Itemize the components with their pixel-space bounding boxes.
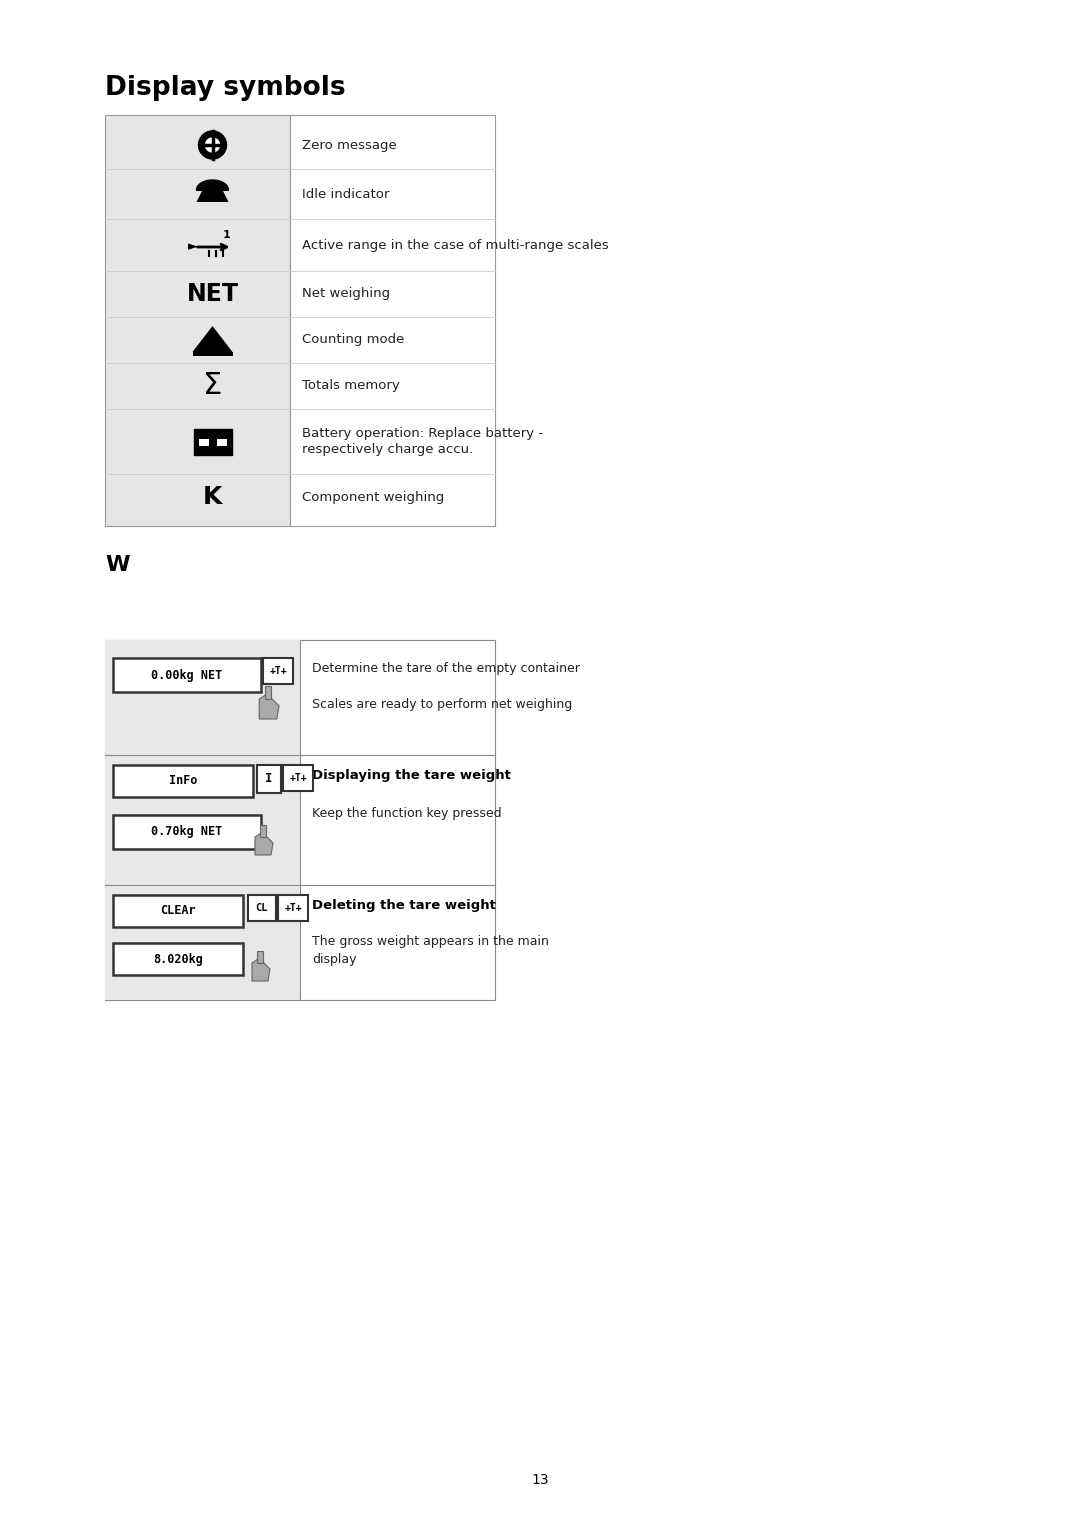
- Text: Keep the function key pressed: Keep the function key pressed: [312, 807, 501, 821]
- Text: +T+: +T+: [284, 903, 301, 914]
- Bar: [264, 659, 293, 685]
- Bar: [193, 428, 231, 454]
- Bar: [283, 766, 313, 792]
- Polygon shape: [265, 686, 271, 700]
- Text: Active range in the case of multi-range scales: Active range in the case of multi-range …: [302, 238, 609, 252]
- Text: Display symbols: Display symbols: [105, 75, 346, 101]
- Text: 13: 13: [531, 1473, 549, 1487]
- Text: CLEAr: CLEAr: [160, 905, 195, 917]
- Text: Battery operation: Replace battery -
respectively charge accu.: Battery operation: Replace battery - res…: [302, 428, 543, 455]
- Bar: [105, 115, 291, 526]
- Text: InFo: InFo: [168, 775, 198, 787]
- Text: Displaying the tare weight: Displaying the tare weight: [312, 769, 511, 782]
- Bar: [113, 943, 243, 975]
- Bar: [278, 895, 308, 921]
- Text: +T+: +T+: [269, 666, 287, 675]
- Bar: [201, 428, 208, 434]
- Polygon shape: [259, 695, 279, 720]
- Text: Net weighing: Net weighing: [302, 287, 390, 301]
- Polygon shape: [255, 833, 273, 856]
- Bar: [113, 895, 243, 927]
- Bar: [291, 115, 495, 526]
- Polygon shape: [252, 960, 270, 981]
- Bar: [105, 640, 300, 999]
- Bar: [216, 439, 227, 446]
- Bar: [113, 814, 261, 850]
- Bar: [248, 895, 276, 921]
- Text: The gross weight appears in the main
display: The gross weight appears in the main dis…: [312, 935, 549, 966]
- Bar: [113, 659, 261, 692]
- Text: W: W: [105, 555, 130, 575]
- Text: Σ: Σ: [203, 371, 222, 400]
- Polygon shape: [205, 138, 219, 151]
- Bar: [216, 428, 225, 434]
- Text: Zero message: Zero message: [302, 139, 396, 151]
- Text: 0.70kg NET: 0.70kg NET: [151, 825, 222, 839]
- Polygon shape: [197, 189, 229, 202]
- Bar: [257, 766, 281, 793]
- Text: 0.00kg NET: 0.00kg NET: [151, 669, 222, 681]
- Text: Idle indicator: Idle indicator: [302, 188, 390, 200]
- Polygon shape: [192, 325, 232, 351]
- Bar: [113, 766, 253, 798]
- Bar: [105, 640, 495, 999]
- Text: 8.020kg: 8.020kg: [153, 952, 203, 966]
- Text: +T+: +T+: [289, 773, 307, 782]
- Bar: [192, 351, 232, 356]
- Text: Determine the tare of the empty container: Determine the tare of the empty containe…: [312, 662, 580, 675]
- Text: Counting mode: Counting mode: [302, 333, 404, 347]
- Text: CL: CL: [256, 903, 268, 914]
- Text: Scales are ready to perform net weighing: Scales are ready to perform net weighing: [312, 698, 572, 711]
- Text: I: I: [266, 773, 273, 785]
- Text: Totals memory: Totals memory: [302, 379, 400, 393]
- Text: Component weighing: Component weighing: [302, 490, 444, 504]
- Text: K: K: [203, 484, 222, 509]
- Polygon shape: [197, 180, 229, 189]
- Bar: [199, 439, 208, 446]
- Polygon shape: [199, 131, 227, 159]
- Polygon shape: [257, 950, 264, 963]
- Text: NET: NET: [187, 283, 239, 306]
- Polygon shape: [260, 825, 266, 837]
- Text: ►: ►: [188, 240, 198, 254]
- Text: Deleting the tare weight: Deleting the tare weight: [312, 898, 496, 912]
- Text: 1: 1: [222, 231, 230, 240]
